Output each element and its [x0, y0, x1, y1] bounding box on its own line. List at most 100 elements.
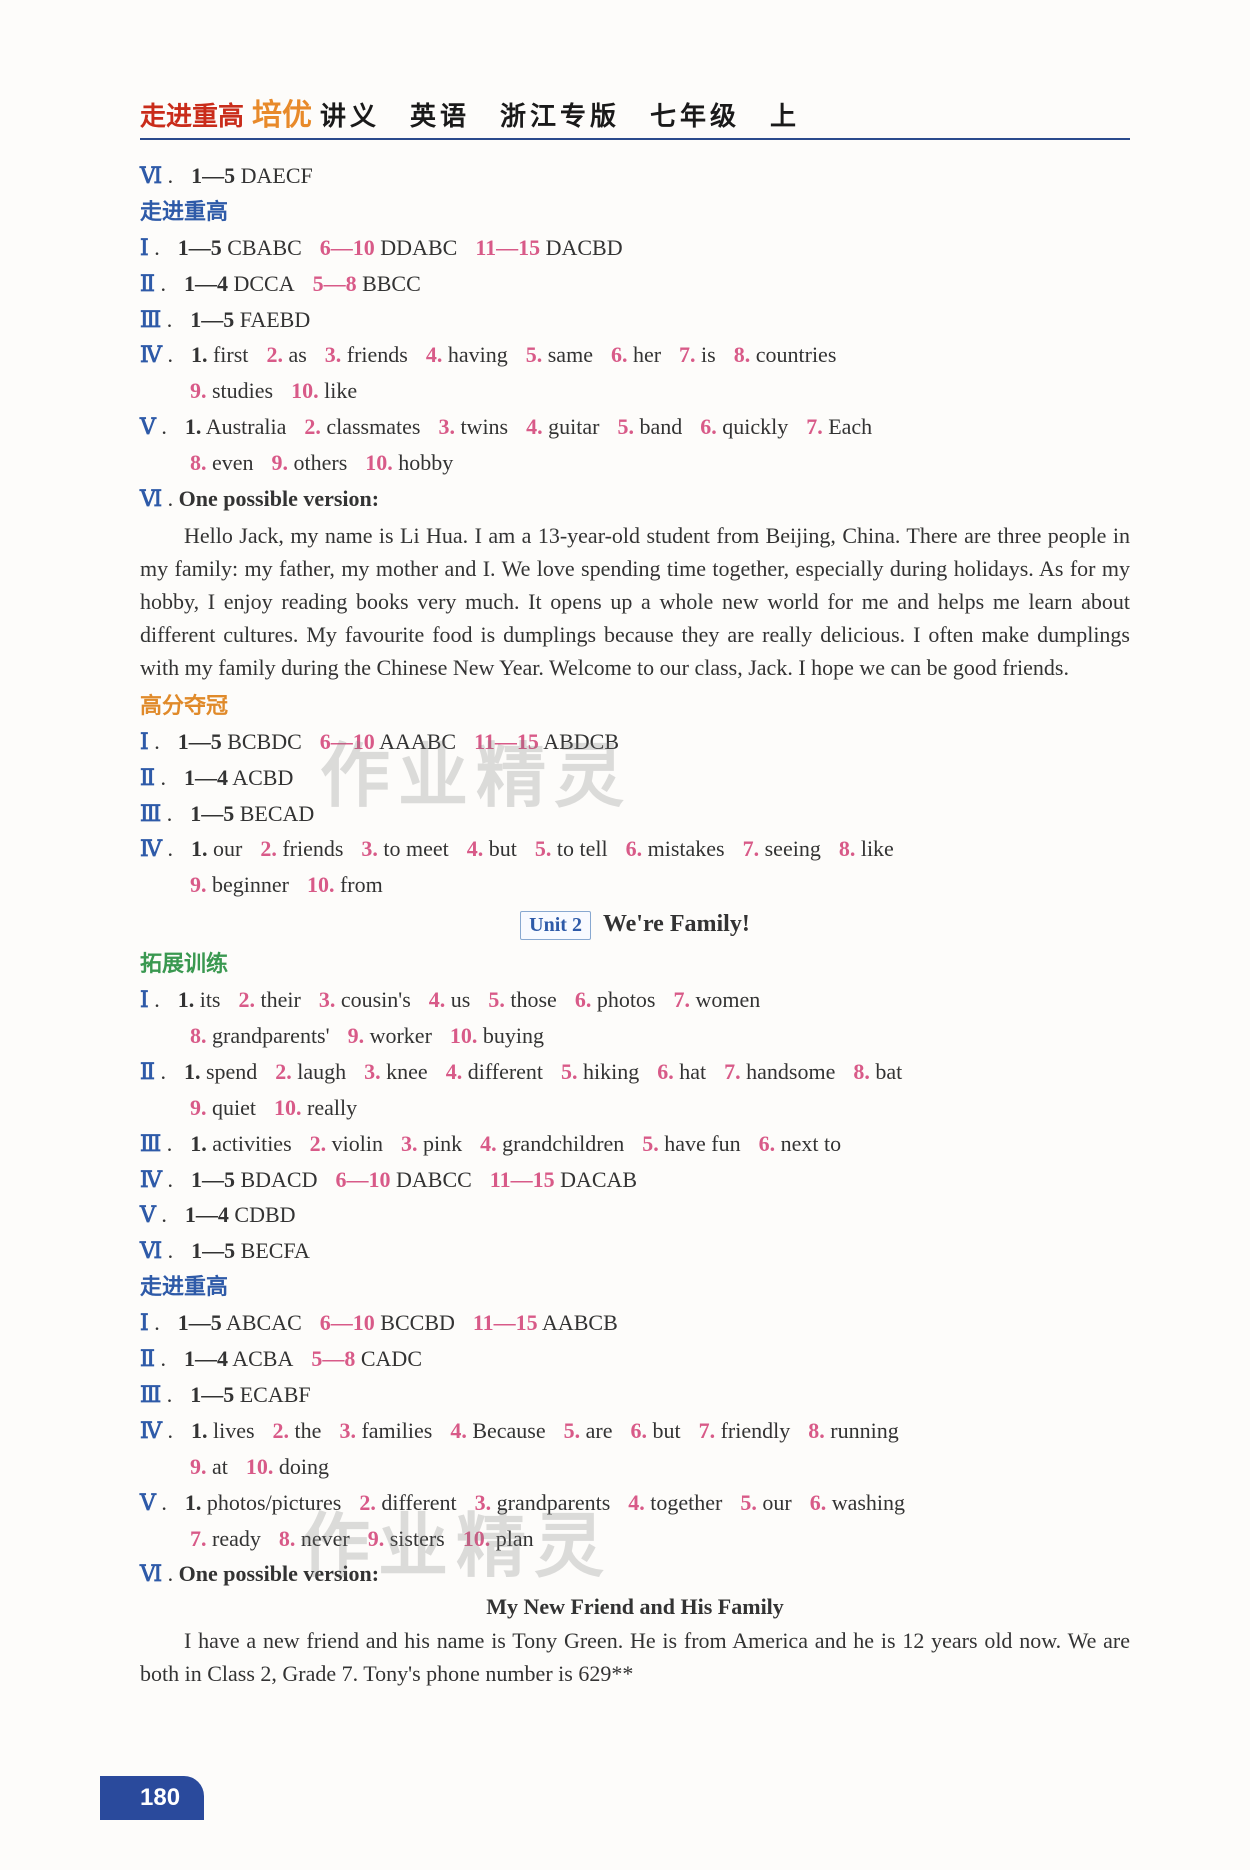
answer-lead: Ⅵ . One possible version:: [140, 1558, 1130, 1590]
answer-item: 3. cousin's: [319, 984, 411, 1016]
brand-text-2: 培优: [252, 90, 312, 134]
answer-item: 4. having: [426, 339, 508, 371]
answer-item: 7. ready: [190, 1523, 261, 1555]
answer-item: 8. countries: [734, 339, 837, 371]
answer-item: 5—8 CADC: [311, 1343, 422, 1375]
answer-row: 7. ready 8. never 9. sisters 10. plan: [140, 1523, 1130, 1555]
answer-row: Ⅴ . 1. photos/pictures2. different3. gra…: [140, 1487, 1130, 1519]
answer-item: 6—10 AAABC: [320, 726, 456, 758]
answer-item: 9. quiet: [190, 1092, 256, 1124]
answer-item: 7. Each: [806, 411, 872, 443]
answer-row: Ⅵ . 1—5 BECFA: [140, 1235, 1130, 1267]
answer-item: 6. mistakes: [626, 833, 725, 865]
answer-item: 6. photos: [575, 984, 656, 1016]
section-heading: 高分夺冠: [140, 690, 1130, 722]
answer-row: 9. at10. doing: [140, 1451, 1130, 1483]
answer-item: 8. running: [808, 1415, 898, 1447]
answer-row: Ⅱ . 1—4 ACBD: [140, 762, 1130, 794]
answer-item: 9. studies: [190, 375, 273, 407]
answer-item: 4. but: [467, 833, 517, 865]
answer-row: 9. beginner 10. from: [140, 869, 1130, 901]
answer-item: 1. lives: [191, 1415, 255, 1447]
answer-row: Ⅳ . 1. our2. friends3. to meet4. but5. t…: [140, 833, 1130, 865]
answer-lead: Ⅵ . One possible version:: [140, 483, 1130, 515]
answer-item: 6. washing: [810, 1487, 905, 1519]
answer-item: 7. women: [674, 984, 761, 1016]
answer-item: 5. our: [740, 1487, 791, 1519]
answer-item: 1—5 BECFA: [191, 1235, 310, 1267]
paragraph: Hello Jack, my name is Li Hua. I am a 13…: [140, 519, 1130, 684]
answer-item: 8. never: [279, 1523, 350, 1555]
answer-item: 6. but: [630, 1415, 680, 1447]
answer-item: 3. families: [339, 1415, 432, 1447]
answer-item: 6—10 DABCC: [336, 1164, 472, 1196]
answer-item: 3. pink: [401, 1128, 462, 1160]
answer-item: 1—4 ACBA: [184, 1343, 293, 1375]
answer-item: 11—15 ABDCB: [474, 726, 619, 758]
answer-item: 3. grandparents: [475, 1487, 611, 1519]
answer-item: 10. really: [274, 1092, 357, 1124]
section-heading: 走进重高: [140, 196, 1130, 228]
answer-row: Ⅲ . 1—5 ECABF: [140, 1379, 1130, 1411]
answer-item: 4. grandchildren: [480, 1128, 624, 1160]
answer-item: 3. to meet: [361, 833, 448, 865]
answer-row: 9. studies 10. like: [140, 375, 1130, 407]
answer-item: 11—15 DACAB: [490, 1164, 637, 1196]
answer-item: 10. hobby: [365, 447, 453, 479]
answer-item: 1—5 ECABF: [190, 1379, 310, 1411]
answer-item: 4. Because: [450, 1415, 545, 1447]
answer-row: Ⅱ . 1—4 ACBA5—8 CADC: [140, 1343, 1130, 1375]
answer-item: 5—8 BBCC: [313, 268, 421, 300]
brand-text-1: 走进重高: [140, 96, 244, 133]
answer-item: 9. others: [272, 447, 348, 479]
answer-row: Ⅰ . 1. its2. their3. cousin's4. us5. tho…: [140, 984, 1130, 1016]
answer-item: 1—5 FAEBD: [190, 304, 310, 336]
answer-item: 6. her: [611, 339, 661, 371]
answer-item: 3. twins: [438, 411, 508, 443]
answer-row: Ⅴ . 1. Australia2. classmates3. twins4. …: [140, 411, 1130, 443]
answer-item: 11—15 AABCB: [473, 1307, 618, 1339]
answer-item: 1—5 CBABC: [178, 232, 302, 264]
answer-row: Ⅳ . 1—5 BDACD6—10 DABCC11—15 DACAB: [140, 1164, 1130, 1196]
answer-row: Ⅲ . 1—5 FAEBD: [140, 304, 1130, 336]
answer-item: 7. seeing: [743, 833, 821, 865]
answer-item: 9. worker: [348, 1020, 432, 1052]
answer-item: 9. sisters: [368, 1523, 445, 1555]
answer-item: 1—5 DAECF: [191, 160, 313, 192]
answer-item: 2. their: [239, 984, 301, 1016]
answer-item: 5. band: [617, 411, 682, 443]
answer-item: 10. buying: [450, 1020, 544, 1052]
answer-item: 1—5 BCBDC: [178, 726, 302, 758]
answer-item: 8. grandparents': [190, 1020, 330, 1052]
answer-item: 1. first: [191, 339, 248, 371]
answer-item: 1. our: [191, 833, 242, 865]
answer-item: 10. like: [291, 375, 357, 407]
answer-item: 9. beginner: [190, 869, 289, 901]
answer-row: Ⅰ . 1—5 BCBDC6—10 AAABC11—15 ABDCB: [140, 726, 1130, 758]
answer-item: 10. from: [307, 869, 383, 901]
answer-item: 8. like: [839, 833, 894, 865]
answer-item: 2. different: [359, 1487, 456, 1519]
answer-row: 8. grandparents' 9. worker 10. buying: [140, 1020, 1130, 1052]
answer-row: Ⅳ . 1. lives2. the3. families4. Because5…: [140, 1415, 1130, 1447]
answer-item: 11—15 DACBD: [475, 232, 622, 264]
answer-item: 2. the: [273, 1415, 322, 1447]
answer-item: 5. have fun: [642, 1128, 740, 1160]
answer-item: 6. hat: [657, 1056, 706, 1088]
answer-item: 1. photos/pictures: [185, 1487, 341, 1519]
answer-item: 4. together: [628, 1487, 722, 1519]
answer-row: Ⅲ . 1—5 BECAD: [140, 798, 1130, 830]
answer-row: Ⅰ . 1—5 CBABC6—10 DDABC11—15 DACBD: [140, 232, 1130, 264]
section-heading: 走进重高: [140, 1271, 1130, 1303]
answer-row: Ⅴ . 1—4 CDBD: [140, 1199, 1130, 1231]
page-header: 走进重高 培优 讲义 英语 浙江专版 七年级 上: [140, 90, 1130, 140]
answer-item: 7. is: [679, 339, 716, 371]
answer-item: 2. as: [266, 339, 306, 371]
answer-row: Ⅰ . 1—5 ABCAC6—10 BCCBD11—15 AABCB: [140, 1307, 1130, 1339]
unit-heading: Unit 2We're Family!: [140, 911, 1130, 940]
answer-row: 9. quiet 10. really: [140, 1092, 1130, 1124]
answer-item: 6. next to: [759, 1128, 842, 1160]
answer-item: 1. its: [178, 984, 221, 1016]
answer-item: 10. plan: [463, 1523, 534, 1555]
answer-item: 5. those: [488, 984, 556, 1016]
